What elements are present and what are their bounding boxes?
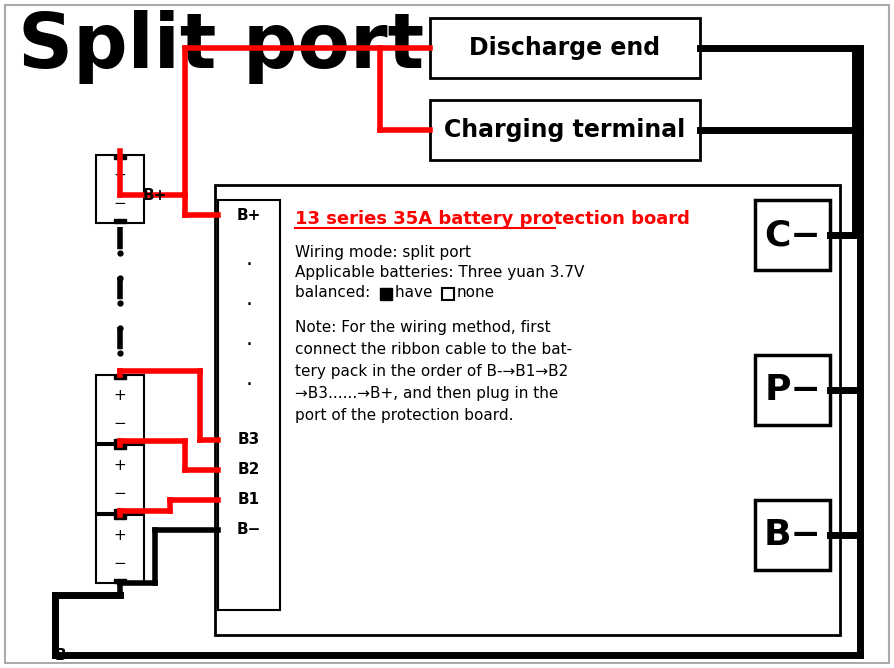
Bar — [114, 579, 126, 583]
Text: B−: B− — [237, 522, 261, 538]
Text: B3: B3 — [238, 432, 260, 448]
Bar — [755, 500, 830, 570]
Text: 13 series 35A battery protection board: 13 series 35A battery protection board — [295, 210, 690, 228]
Text: none: none — [457, 285, 495, 300]
Text: Wiring mode: split port: Wiring mode: split port — [295, 245, 471, 260]
Bar — [442, 288, 454, 300]
Text: Applicable batteries: Three yuan 3.7V: Applicable batteries: Three yuan 3.7V — [295, 265, 585, 280]
Bar — [114, 515, 126, 519]
Text: ·: · — [246, 335, 252, 355]
Text: tery pack in the order of B-→B1→B2: tery pack in the order of B-→B1→B2 — [295, 364, 569, 379]
Text: P−: P− — [764, 373, 821, 407]
Text: B+: B+ — [143, 188, 167, 202]
Text: B2: B2 — [238, 462, 260, 478]
Bar — [215, 185, 840, 635]
Text: Charging terminal: Charging terminal — [444, 118, 686, 142]
Text: −: − — [114, 196, 126, 212]
Bar — [96, 155, 144, 223]
Text: connect the ribbon cable to the bat-: connect the ribbon cable to the bat- — [295, 342, 572, 357]
Text: have: have — [395, 285, 447, 300]
Bar — [114, 375, 126, 379]
Text: ·: · — [246, 255, 252, 275]
Text: B1: B1 — [238, 492, 260, 508]
Text: →B3......→B+, and then plug in the: →B3......→B+, and then plug in the — [295, 386, 559, 401]
Bar — [114, 445, 126, 449]
Text: port of the protection board.: port of the protection board. — [295, 408, 513, 423]
Text: ·: · — [246, 295, 252, 315]
Bar — [96, 515, 144, 583]
Bar — [218, 200, 280, 610]
Text: Note: For the wiring method, first: Note: For the wiring method, first — [295, 320, 551, 335]
Text: balanced:: balanced: — [295, 285, 385, 300]
Bar — [430, 18, 700, 78]
Text: +: + — [114, 458, 126, 473]
Bar — [380, 288, 392, 300]
Text: B−: B− — [763, 518, 822, 552]
Text: +: + — [114, 168, 126, 183]
Bar — [755, 355, 830, 425]
Text: −: − — [114, 486, 126, 502]
Text: +: + — [114, 528, 126, 543]
Text: Split port: Split port — [18, 10, 424, 84]
Bar — [755, 200, 830, 270]
Bar — [96, 445, 144, 513]
Bar — [96, 375, 144, 443]
Bar — [114, 439, 126, 443]
Text: B−: B− — [55, 647, 80, 663]
Text: B+: B+ — [237, 208, 261, 222]
Bar — [114, 155, 126, 159]
Text: Discharge end: Discharge end — [469, 36, 661, 60]
Bar — [114, 509, 126, 513]
Text: C−: C− — [764, 218, 821, 252]
Bar — [430, 100, 700, 160]
Text: ·: · — [246, 375, 252, 395]
Text: −: − — [114, 556, 126, 571]
Bar — [114, 219, 126, 223]
Text: +: + — [114, 388, 126, 403]
Text: −: − — [114, 416, 126, 432]
